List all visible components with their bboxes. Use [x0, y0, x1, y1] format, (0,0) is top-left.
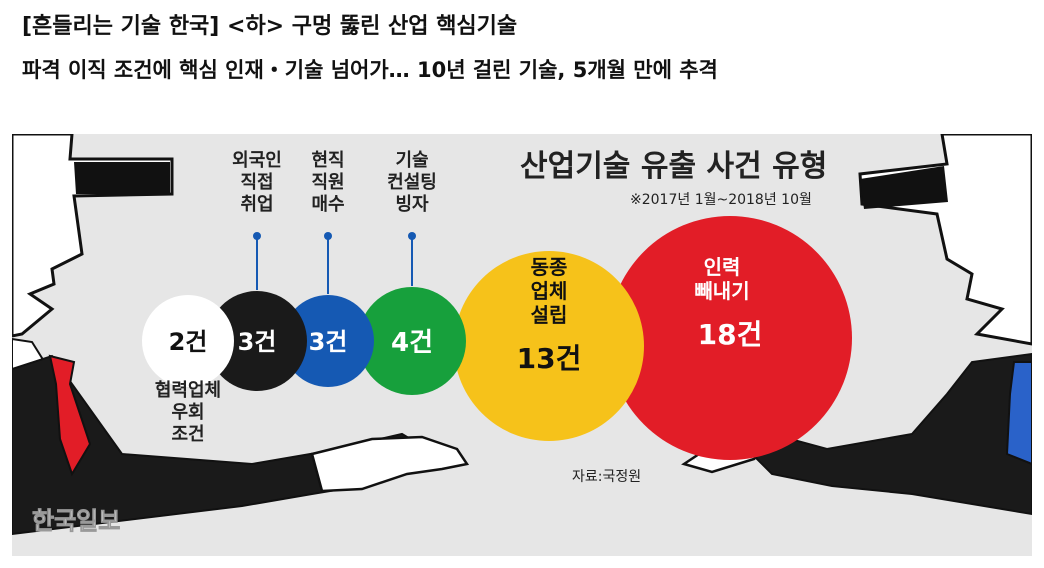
bubble-6-category-line-2: 빼내기 [694, 279, 749, 303]
bubble-4 [358, 287, 466, 395]
bubble-3-category-line-1: 현직 [311, 150, 344, 171]
bubble-2 [207, 291, 307, 391]
leader-dot-4 [408, 232, 416, 240]
chart-title: 산업기술 유출 사건 유형 [520, 149, 827, 184]
bubble-2-value: 3건 [238, 328, 277, 356]
bubble-5-category-line-2: 업체 [531, 279, 568, 303]
left-man-illustration: 한국일보 [12, 134, 470, 535]
bubble-1-category-line-3: 조건 [171, 424, 204, 445]
chart-subtitle: ※2017년 1월~2018년 10월 [630, 192, 812, 208]
bubble-1 [142, 295, 234, 387]
bubble-1-category-line-2: 우회 [171, 402, 204, 423]
headline-line2: 파격 이직 조건에 핵심 인재・기술 넘어가… 10년 걸린 기술, 5개월 만… [22, 58, 718, 82]
bubble-3-category-line-3: 매수 [311, 194, 344, 215]
bubble-2-category-line-1: 외국인 [232, 150, 282, 171]
watermark: 한국일보 [32, 507, 120, 535]
bubble-2-category-line-2: 직접 [240, 172, 273, 193]
right-sunglasses [860, 166, 948, 209]
bubble-4-category-line-3: 빙자 [395, 194, 429, 215]
infographic: 한국일보 산업기술 유출 사건 유형 ※2017년 1월~2018년 10월 자… [12, 134, 1032, 556]
left-tie [48, 354, 92, 477]
bubble-4-value: 4건 [391, 328, 433, 358]
bubble-5-category-line-1: 동종 [531, 255, 568, 279]
bubble-2-category-line-3: 취업 [240, 194, 273, 215]
bubble-3-value: 3건 [309, 328, 348, 356]
headline-line1: [흔들리는 기술 한국] <하> 구멍 뚫린 산업 핵심기술 [22, 14, 518, 39]
bubble-6 [608, 216, 852, 460]
chart-svg: 한국일보 산업기술 유출 사건 유형 ※2017년 1월~2018년 10월 자… [12, 134, 1032, 556]
bubble-5-category-line-3: 설립 [531, 303, 568, 327]
bubble-3-category-line-2: 직원 [311, 172, 344, 193]
bubble-6-value: 18건 [698, 318, 763, 351]
bubble-1-category-line-1: 협력업체 [155, 379, 221, 401]
bubble-4-category-line-1: 기술 [395, 150, 428, 171]
bubble-5-value: 13건 [517, 342, 582, 375]
right-man-illustration [670, 134, 1032, 516]
left-hand [310, 435, 470, 493]
bubble-5 [454, 251, 644, 441]
chart-source: 자료:국정원 [572, 469, 641, 485]
right-tie [1005, 361, 1032, 466]
bubble-1-value: 2건 [169, 328, 208, 356]
bubble-3 [282, 295, 374, 387]
bubble-6-category-line-1: 인력 [704, 255, 741, 279]
leader-dot-2 [253, 232, 261, 240]
bubble-4-category-line-2: 컨설팅 [387, 172, 437, 193]
left-sunglasses [74, 162, 170, 194]
leader-dot-3 [324, 232, 332, 240]
